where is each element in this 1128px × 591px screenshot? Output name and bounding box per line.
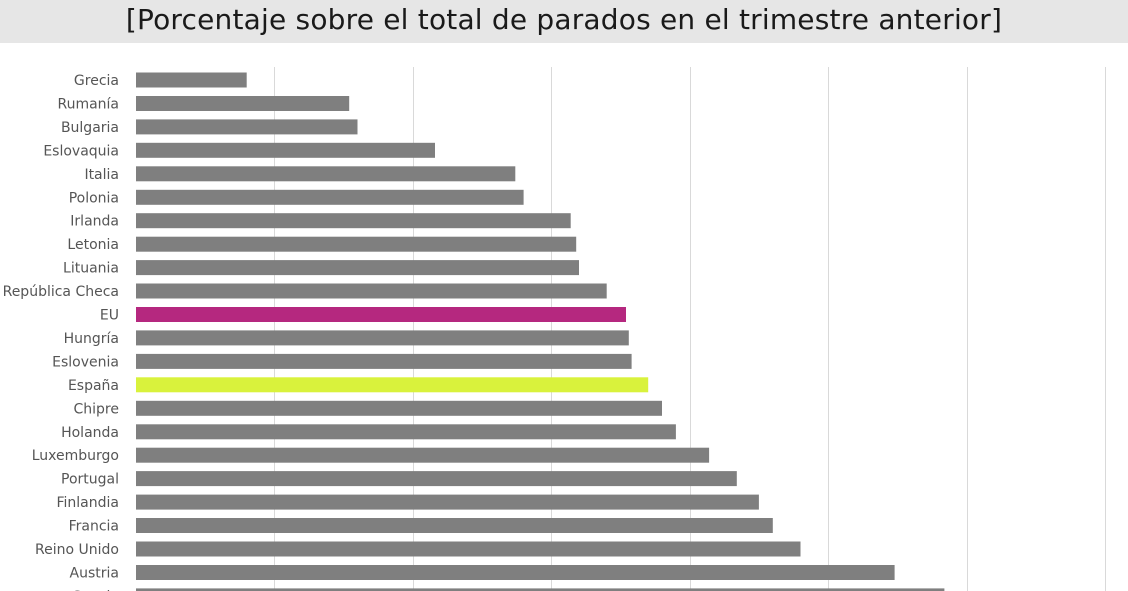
- category-label: Chipre: [74, 401, 120, 417]
- category-label: Hungría: [64, 331, 119, 347]
- bar: [136, 307, 626, 322]
- category-label: España: [68, 378, 119, 394]
- bar: [136, 518, 773, 533]
- bar: [136, 424, 676, 440]
- category-label: Rumanía: [57, 97, 119, 113]
- category-label: República Checa: [3, 284, 119, 300]
- category-label: Polonia: [69, 190, 119, 206]
- bar: [136, 494, 759, 510]
- bar: [136, 330, 629, 346]
- bars: [136, 72, 945, 591]
- category-label: Francia: [69, 519, 119, 535]
- chart-title: [Porcentaje sobre el total de parados en…: [125, 3, 1003, 36]
- bar: [136, 213, 571, 229]
- category-label: Italia: [84, 167, 119, 183]
- bar: [136, 541, 801, 557]
- category-label: Bulgaria: [61, 120, 119, 136]
- bar: [136, 96, 350, 111]
- bar: [136, 565, 895, 580]
- title-band: [0, 0, 1128, 43]
- bar: [136, 353, 632, 369]
- category-label: Reino Unido: [35, 542, 119, 558]
- category-label: Suecia: [72, 589, 119, 591]
- bar: [136, 260, 579, 276]
- category-label: EU: [100, 308, 119, 324]
- category-label: Eslovenia: [52, 354, 119, 370]
- category-label: Luxemburgo: [32, 448, 119, 464]
- bar: [136, 166, 516, 182]
- bar: [136, 142, 435, 158]
- category-label: Grecia: [74, 73, 119, 89]
- bar: [136, 283, 607, 299]
- category-labels: Grecia Rumanía Bulgaria Eslovaquia Italia Pol…: [3, 73, 119, 591]
- category-label: Eslovaquia: [43, 143, 119, 159]
- bar: [136, 119, 358, 135]
- bar: [136, 588, 945, 591]
- category-label: Austria: [70, 566, 119, 582]
- category-label: Lituania: [63, 261, 119, 277]
- category-label: Holanda: [61, 425, 119, 441]
- bar: [136, 447, 710, 463]
- category-label: Letonia: [67, 237, 119, 253]
- bar: [136, 189, 524, 205]
- bar: [136, 236, 577, 252]
- bar: [136, 400, 662, 416]
- category-label: Portugal: [61, 472, 119, 488]
- bar: [136, 471, 737, 487]
- category-label: Finlandia: [57, 495, 120, 511]
- category-label: Irlanda: [70, 214, 119, 230]
- bar: [136, 377, 649, 393]
- bar: [136, 72, 247, 88]
